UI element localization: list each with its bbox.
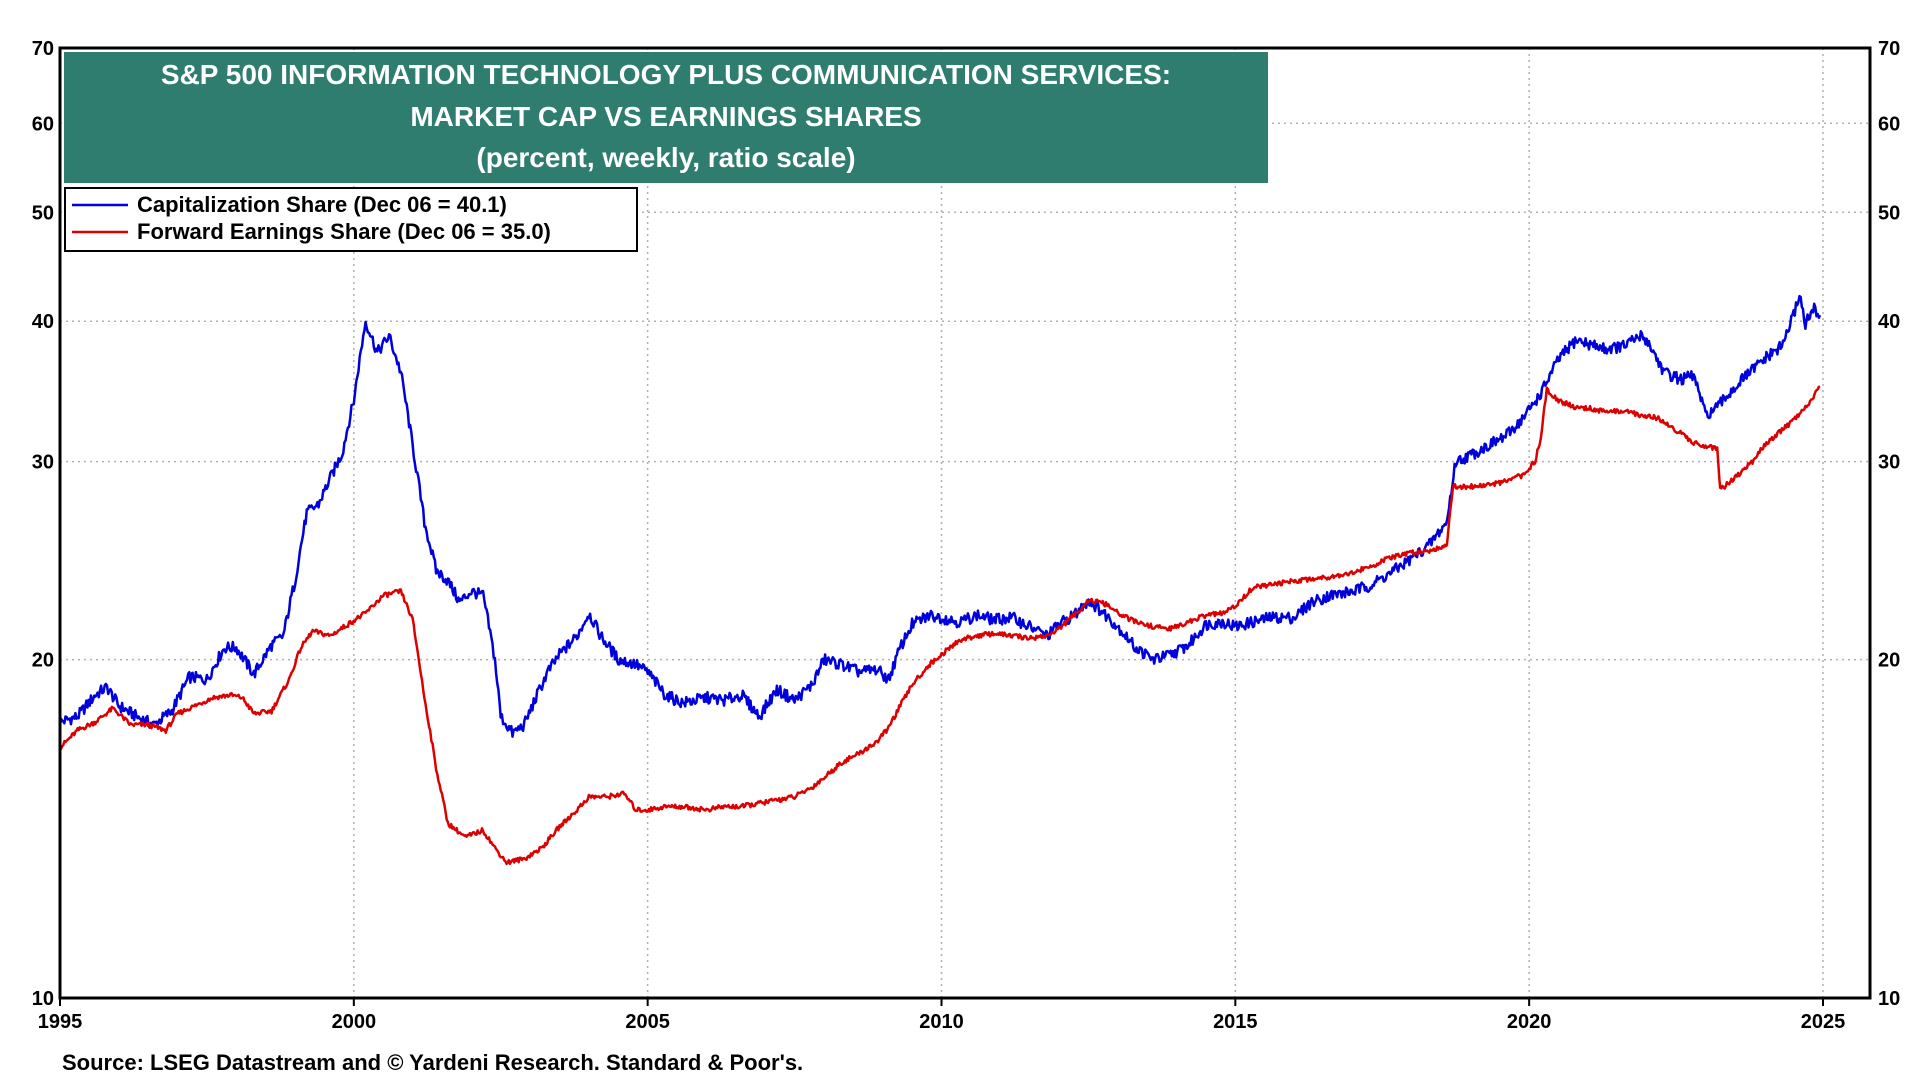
legend-box (64, 187, 638, 252)
y-tick-label-left: 30 (32, 452, 54, 474)
x-tick-label: 2020 (1507, 1011, 1552, 1033)
y-tick-label-left: 20 (32, 650, 54, 672)
y-tick-label-left: 10 (32, 988, 54, 1010)
y-tick-label-left: 50 (32, 202, 54, 224)
legend-label-forward-earnings: Forward Earnings Share (Dec 06 = 35.0) (137, 219, 551, 244)
x-tick-label: 2000 (332, 1011, 377, 1033)
chart-title-line-2: MARKET CAP VS EARNINGS SHARES (410, 101, 921, 132)
x-tick-label: 2010 (919, 1011, 964, 1033)
title-background (64, 52, 1268, 183)
y-tick-label-right: 60 (1878, 113, 1900, 135)
x-tick-label: 1995 (38, 1011, 83, 1033)
y-tick-label-right: 70 (1878, 38, 1900, 60)
x-tick-label: 2005 (625, 1011, 670, 1033)
legend-label-capitalization: Capitalization Share (Dec 06 = 40.1) (137, 192, 507, 217)
plot-frame (58, 46, 1872, 1000)
y-tick-label-right: 40 (1878, 311, 1900, 333)
chart-title-line-1: S&P 500 INFORMATION TECHNOLOGY PLUS COMM… (161, 59, 1171, 90)
legend: Capitalization Share (Dec 06 = 40.1) For… (64, 187, 638, 252)
x-tick-label: 2025 (1801, 1011, 1846, 1033)
y-tick-label-left: 40 (32, 311, 54, 333)
y-tick-label-left: 70 (32, 38, 54, 60)
source-note: Source: LSEG Datastream and © Yardeni Re… (62, 1050, 803, 1075)
series-layer (58, 294, 1822, 866)
y-tick-label-right: 30 (1878, 452, 1900, 474)
y-tick-label-right: 50 (1878, 202, 1900, 224)
y-tick-label-right: 20 (1878, 650, 1900, 672)
x-tick-label: 2015 (1213, 1011, 1258, 1033)
chart-subtitle: (percent, weekly, ratio scale) (476, 142, 855, 173)
series-line-capitalization-share (58, 294, 1822, 738)
y-tick-label-right: 10 (1878, 988, 1900, 1010)
y-tick-label-left: 60 (32, 113, 54, 135)
title-box: S&P 500 INFORMATION TECHNOLOGY PLUS COMM… (64, 52, 1268, 183)
series-line-forward-earnings-share (59, 385, 1821, 866)
